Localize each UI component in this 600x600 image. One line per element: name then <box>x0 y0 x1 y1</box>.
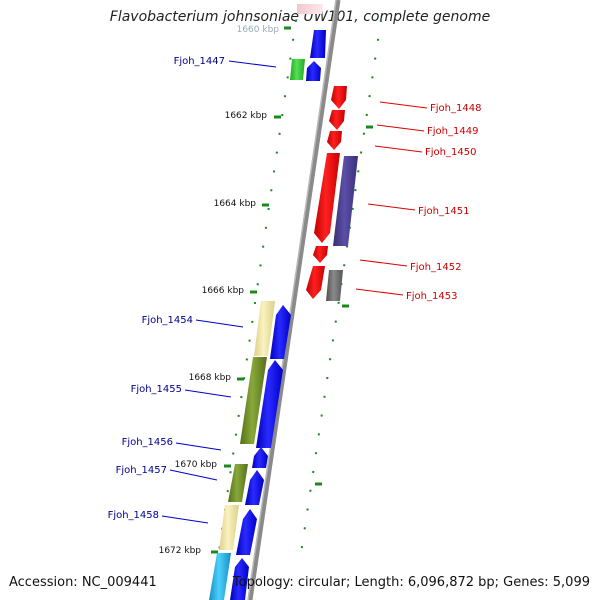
gene-label: Fjoh_1452 <box>410 262 461 273</box>
forward-gene-labels: Fjoh_1448 Fjoh_1449 Fjoh_1450 Fjoh_1451 … <box>355 101 481 302</box>
cds-feature <box>326 270 343 301</box>
gene-label: Fjoh_1450 <box>425 147 476 158</box>
cds-feature <box>240 357 267 444</box>
label-leader-line <box>367 203 416 211</box>
forward-strand-features <box>306 86 358 301</box>
cds-feature <box>228 464 248 502</box>
gene-label: Fjoh_1457 <box>116 465 167 476</box>
tick-label: 1662 kbp <box>225 111 268 121</box>
cds-feature <box>245 470 264 505</box>
cds-feature <box>270 305 291 359</box>
label-leader-line <box>161 515 209 524</box>
cds-feature <box>209 553 231 600</box>
cds-feature <box>329 110 345 130</box>
cds-feature <box>313 246 328 263</box>
topology-text: Topology: circular; Length: 6,096,872 bp… <box>232 575 590 590</box>
gene-label: Fjoh_1449 <box>427 126 478 137</box>
tick-label: 1672 kbp <box>159 546 202 556</box>
label-leader-line <box>379 101 428 109</box>
cds-feature <box>331 86 347 109</box>
tick-label: 1668 kbp <box>189 373 232 383</box>
tick-label: 1660 kbp <box>237 25 280 35</box>
label-leader-line <box>359 259 408 267</box>
cds-feature <box>306 266 325 299</box>
tick-label: 1666 kbp <box>202 286 245 296</box>
cds-feature <box>252 447 268 468</box>
genome-backbone-shade <box>247 0 337 600</box>
cds-feature <box>256 360 283 448</box>
cds-feature <box>306 61 321 81</box>
scale-tick-labels: 1660 kbp 1662 kbp 1664 kbp 1666 kbp 1668… <box>159 25 280 556</box>
gene-label: Fjoh_1458 <box>108 510 159 521</box>
label-leader-line <box>169 469 218 481</box>
genome-backbone <box>247 0 341 600</box>
gene-label: Fjoh_1456 <box>122 437 173 448</box>
accession-text: Accession: NC_009441 <box>9 575 157 590</box>
reverse-gene-labels: Fjoh_1447 Fjoh_1454 Fjoh_1455 Fjoh_1456 … <box>108 56 277 524</box>
cds-feature <box>333 156 358 246</box>
gene-label: Fjoh_1447 <box>174 56 225 67</box>
label-leader-line <box>376 124 425 132</box>
cds-feature <box>219 505 239 550</box>
reverse-strand-features <box>209 4 326 600</box>
tick-label: 1670 kbp <box>175 460 218 470</box>
map-title: Flavobacterium johnsoniae UW101, complet… <box>109 9 491 25</box>
gene-label: Fjoh_1451 <box>418 206 469 217</box>
cds-feature <box>236 509 257 555</box>
label-leader-line <box>184 389 232 398</box>
cds-feature <box>327 131 342 150</box>
cds-feature <box>314 153 340 243</box>
gene-label: Fjoh_1453 <box>406 291 457 302</box>
label-leader-line <box>175 442 222 451</box>
cds-feature <box>310 30 326 58</box>
label-leader-line <box>355 288 404 296</box>
label-leader-line <box>228 60 277 68</box>
label-leader-line <box>374 145 423 153</box>
gene-label: Fjoh_1454 <box>142 315 193 326</box>
scale-tick-marks <box>211 26 373 554</box>
cds-feature <box>297 4 323 14</box>
cds-feature <box>290 59 305 80</box>
cds-feature <box>254 301 275 356</box>
cds-feature <box>230 558 249 600</box>
tick-label: 1664 kbp <box>214 199 257 209</box>
gene-label: Fjoh_1448 <box>430 103 481 114</box>
label-leader-line <box>195 319 244 328</box>
gene-label: Fjoh_1455 <box>131 384 182 395</box>
